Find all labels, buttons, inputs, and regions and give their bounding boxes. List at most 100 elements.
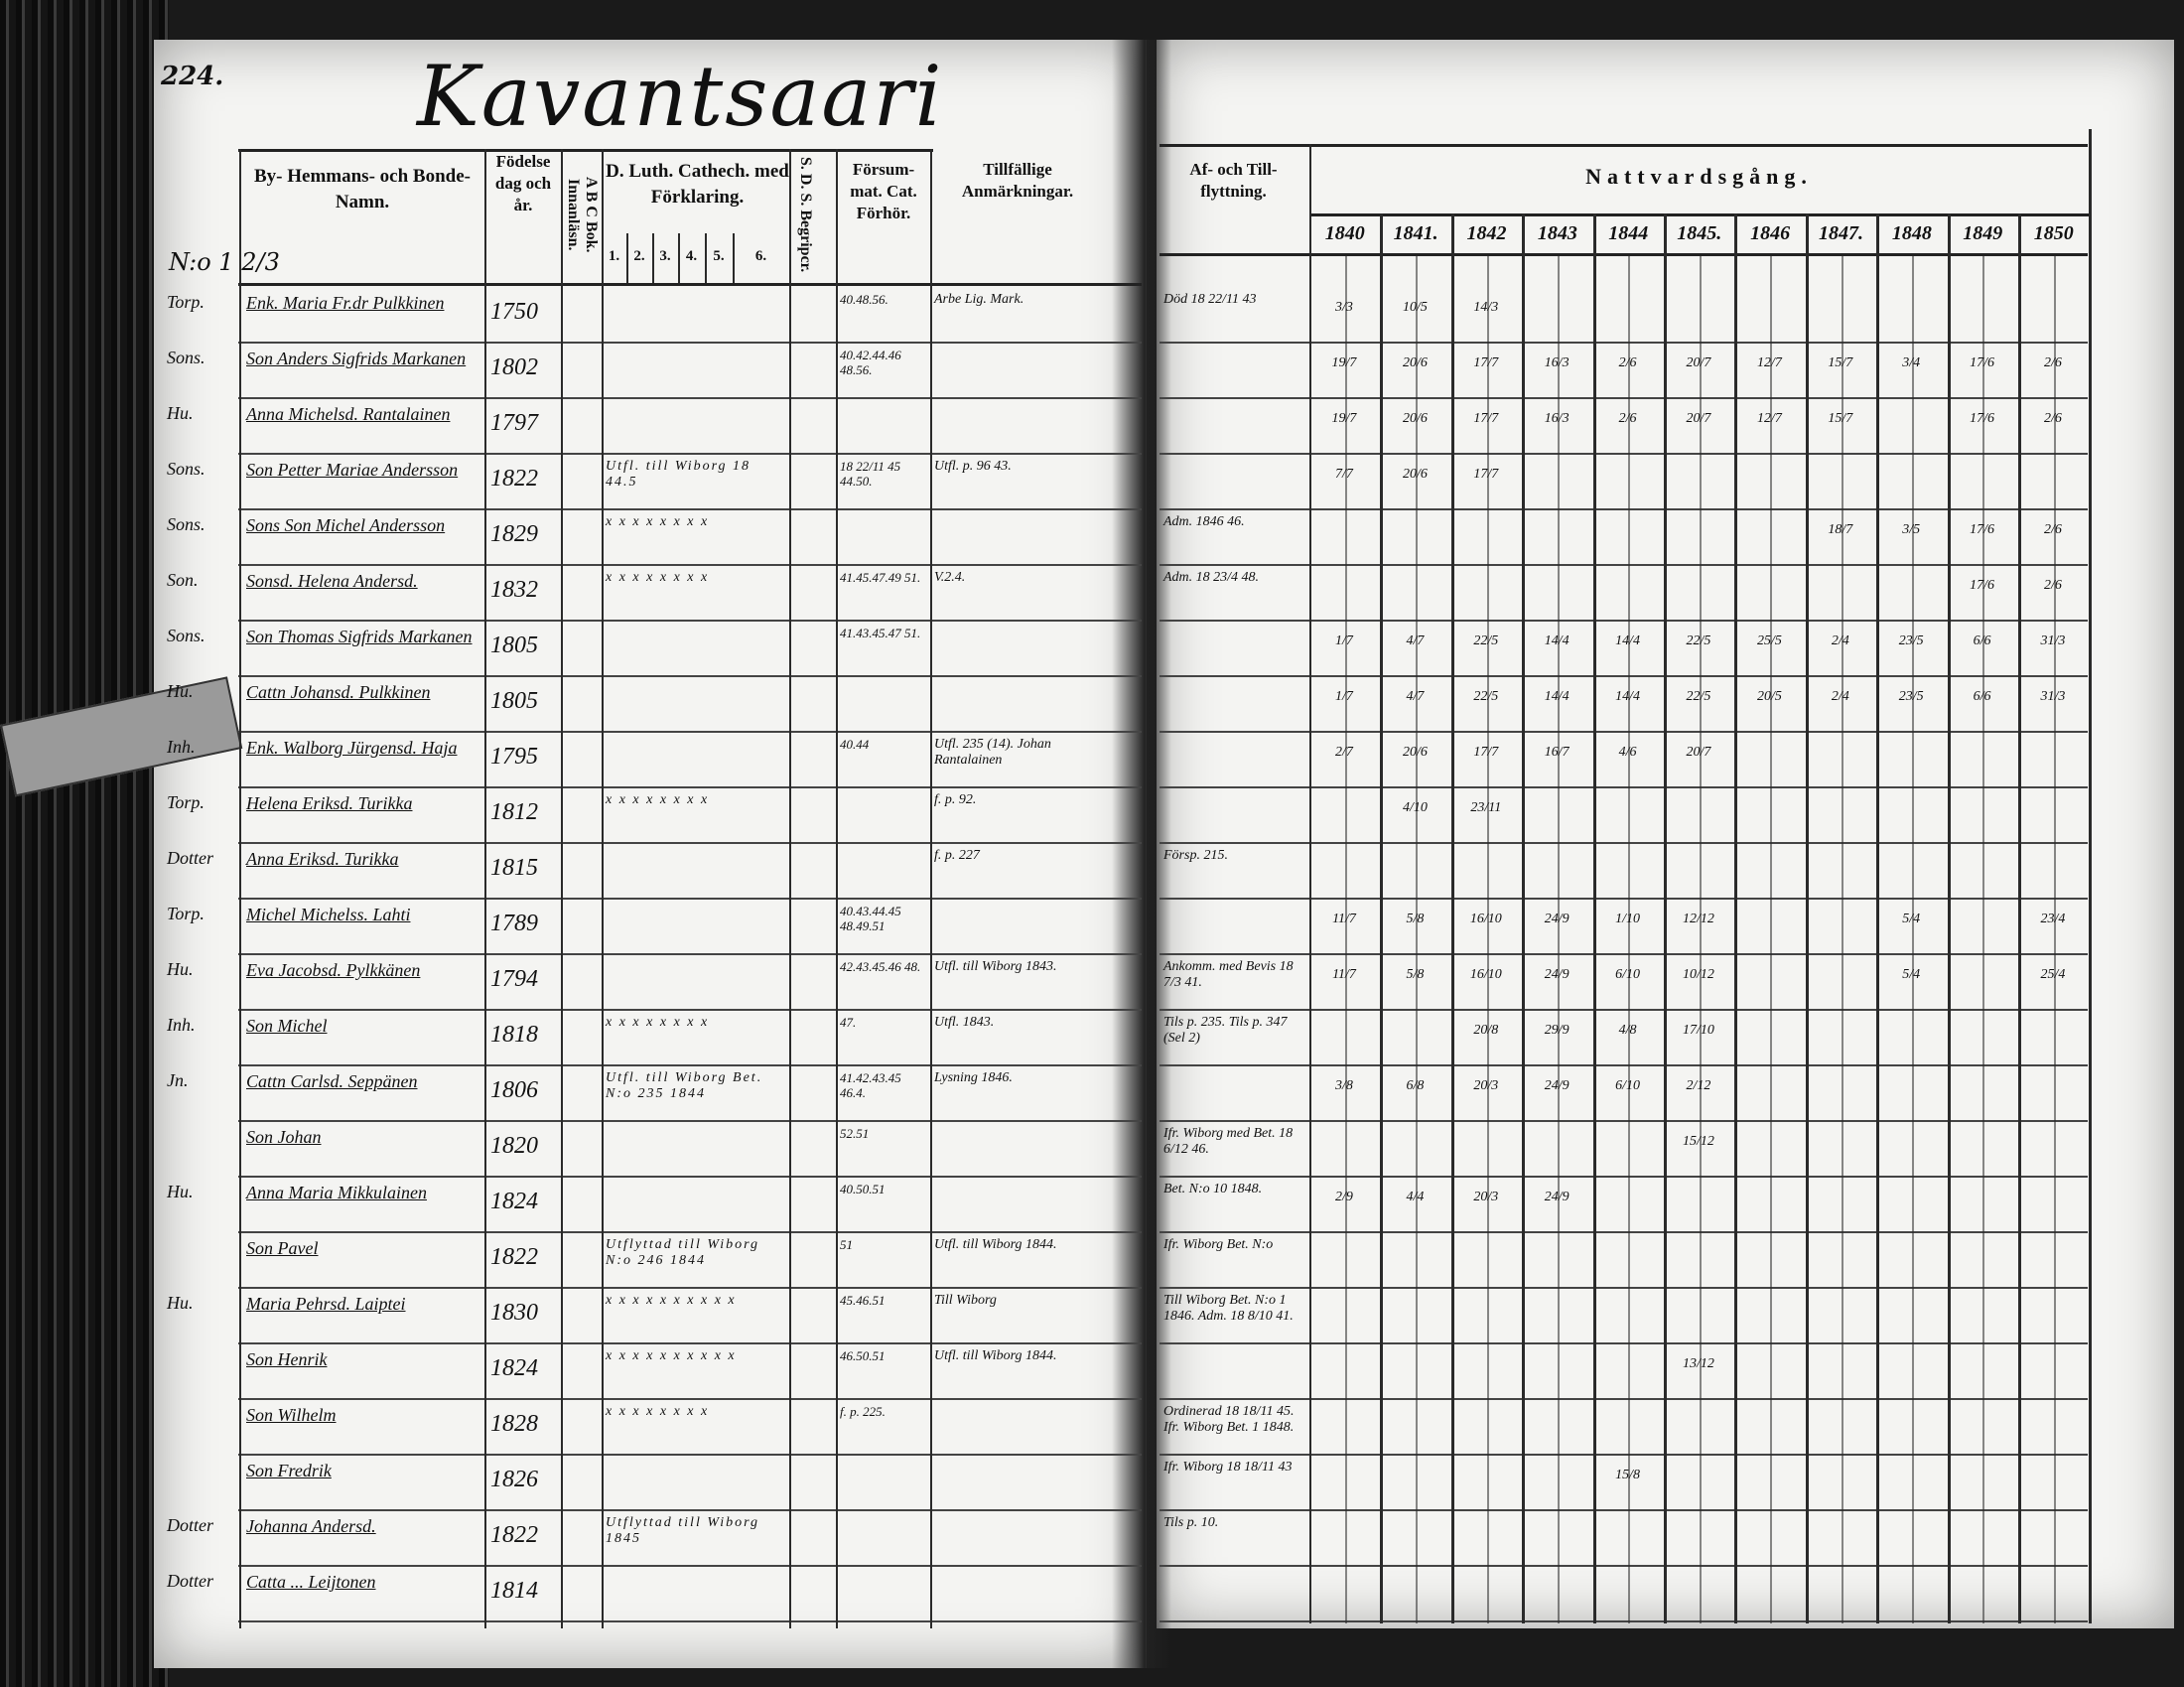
communion-date: 1/7 [1335,633,1353,648]
occasional-note: Arbe Lig. Mark. [934,292,1024,307]
year-header: 1850 [2033,222,2074,244]
communion-date: 15/7 [1828,355,1853,370]
missed-examinations: 51 [840,1237,853,1252]
relation: Hu. [167,1293,194,1313]
birth-year: 1824 [490,1189,538,1214]
register-row: Dotter Anna Eriksd. Turikka 1815 f. p. 227 F… [0,844,2184,900]
missed-examinations: 41.45.47.49 51. [840,570,921,585]
birth-year: 1829 [490,521,538,547]
communion-date: 29/9 [1544,1023,1570,1038]
column-divider [561,149,563,1628]
communion-date: 20/6 [1402,745,1428,760]
communion-date: 16/10 [1469,912,1502,926]
register-row: Hu. Cattn Johansd. Pulkkinen 1805 1/7 4/7 22/… [0,677,2184,733]
communion-date: 3/5 [1902,522,1921,537]
communion-date: 19/7 [1331,411,1357,426]
year-header: 1845. [1677,222,1722,244]
birth-year: 1805 [490,633,538,658]
moves-note: Tils p. 235. Tils p. 347 (Sel 2) [1163,1015,1288,1046]
header-catechism: D. Luth. Cathech. med Förklaring. [606,161,789,208]
communion-date: 6/10 [1615,1078,1641,1093]
catechism-marks: x x x x x x x x x x [606,1293,737,1308]
moves-note: Tils p. 10. [1163,1515,1219,1530]
communion-date: 22/5 [1473,689,1499,704]
year-header: 1848 [1891,222,1932,244]
relation: Hu. [167,403,194,423]
year-divider [1876,213,1880,1623]
communion-date: 12/7 [1756,411,1782,426]
missed-examinations: 47. [840,1015,857,1030]
half-year-divider [1699,256,1702,1623]
moves-note: Försp. 215. [1163,848,1228,863]
communion-date: 31/3 [2040,633,2066,648]
communion-date: 5/8 [1406,967,1425,982]
catechism-col: 1. [608,248,620,264]
missed-examinations: 52.51 [840,1126,870,1141]
missed-examinations: 41.43.45.47 51. [840,626,921,640]
header-abc: A B C Bok. Innanläsn. [565,176,600,253]
relation: Jn. [167,1070,189,1090]
column-divider [602,149,604,1628]
communion-date: 2/4 [1831,689,1849,704]
column-divider [2089,129,2092,1623]
communion-date: 3/4 [1902,355,1921,370]
communion-date: 2/6 [2044,578,2062,593]
birth-year: 1820 [490,1133,538,1159]
communion-date: 20/6 [1402,411,1428,426]
communion-date: 2/6 [1618,411,1637,426]
relation: Dotter [167,848,213,868]
communion-date: 2/7 [1335,745,1353,760]
birth-year: 1824 [490,1355,538,1381]
half-year-divider [1982,256,1985,1623]
catechism-marks: Utflyttad till Wiborg 1845 [606,1515,760,1546]
relation: Hu. [167,959,194,979]
header-missed: Försum-mat. Cat. Förhör. [850,160,917,222]
communion-date: 23/4 [2040,912,2066,926]
communion-date: 10/12 [1683,967,1714,982]
communion-date: 2/6 [2044,355,2062,370]
moves-note: Död 18 22/11 43 [1163,292,1257,307]
occasional-note: V.2.4. [934,570,966,585]
register-row: Torp. Enk. Maria Fr.dr Pulkkinen 1750 40.48… [0,288,2184,344]
person-name: Son Pavel [246,1238,319,1258]
occasional-note: Utfl. till Wiborg 1843. [934,959,1057,974]
birth-year: 1806 [490,1077,538,1103]
birth-year: 1828 [490,1411,538,1437]
communion-date: 20/5 [1756,689,1782,704]
year-header: 1849 [1963,222,2003,244]
communion-date: 2/6 [2044,411,2062,426]
birth-year: 1795 [490,744,538,770]
header-birth: Födelse dag och år. [494,152,552,214]
communion-date: 19/7 [1331,355,1357,370]
communion-date: 14/4 [1544,689,1570,704]
person-name: Sonsd. Helena Andersd. [246,571,418,591]
communion-date: 20/3 [1473,1078,1499,1093]
register-row: Hu. Anna Maria Mikkulainen 1824 40.50.51 Bet… [0,1178,2184,1233]
catechism-marks: Utflyttad till Wiborg N:o 246 1844 [606,1237,760,1268]
occasional-note: Utfl. till Wiborg 1844. [934,1348,1057,1363]
communion-date: 24/9 [1544,1078,1570,1093]
communion-date: 20/7 [1686,355,1711,370]
row-rules [238,288,1142,1622]
communion-date: 10/5 [1402,300,1428,315]
column-divider [678,233,680,283]
register-row: Jn. Cattn Carlsd. Seppänen 1806 Utfl. till … [0,1066,2184,1122]
person-name: Cattn Johansd. Pulkkinen [246,682,431,702]
moves-note: Ifr. Wiborg 18 18/11 43 [1163,1460,1293,1475]
communion-date: 16/3 [1544,411,1570,426]
communion-date: 4/7 [1406,689,1425,704]
person-name: Son Petter Mariae Andersson [246,460,459,480]
birth-year: 1826 [490,1467,538,1492]
person-name: Maria Pehrsd. Laiptei [246,1294,406,1314]
half-year-divider [1344,256,1347,1623]
column-divider [836,149,838,1628]
birth-year: 1805 [490,688,538,714]
catechism-marks: x x x x x x x x [606,570,710,585]
communion-date: 2/4 [1831,633,1849,648]
missed-examinations: 42.43.45.46 48. [840,959,921,974]
birth-year: 1815 [490,855,538,881]
communion-date: 2/6 [1618,355,1637,370]
register-row: Inh. Enk. Walborg Jürgensd. Haja 1795 40.44… [0,733,2184,788]
year-divider [1805,213,1809,1623]
page-number: 224. [161,62,224,91]
